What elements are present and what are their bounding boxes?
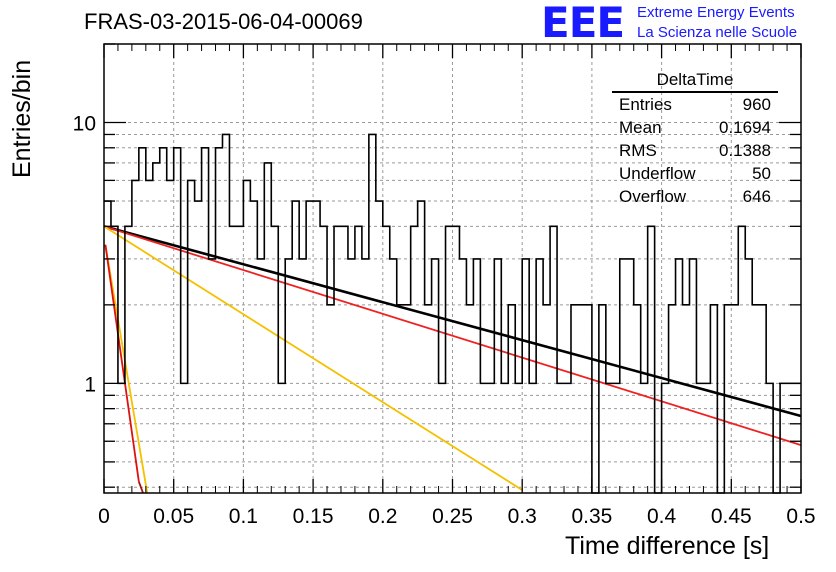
stats-title: DeltaTime [612, 70, 778, 93]
axis-ticks [103, 43, 802, 493]
stats-label: RMS [619, 141, 657, 160]
x-tick-label: 0.3 [508, 505, 537, 528]
x-tick-label: 0.25 [432, 505, 473, 528]
stats-label: Overflow [619, 187, 687, 206]
stats-label: Mean [619, 118, 662, 137]
fit-curve-1 [103, 225, 802, 446]
stats-row-entries: Entries 960 [612, 93, 778, 116]
fit-curves [103, 225, 802, 494]
tick-labels: 0 0.05 0.1 0.15 0.2 0.25 0.3 0.35 0.4 0.45 0.5 1 10 [73, 113, 816, 528]
y-tick-label: 1 [84, 373, 96, 396]
stats-value: 0.1694 [719, 118, 771, 137]
stats-row-overflow: Overflow 646 [612, 185, 778, 208]
stats-value: 646 [742, 187, 771, 206]
stats-value: 0.1388 [719, 141, 771, 160]
stats-label: Entries [619, 95, 672, 114]
stats-value: 50 [752, 164, 771, 183]
stats-label: Underflow [619, 164, 696, 183]
eee-logo: EEE [541, 0, 625, 47]
x-tick-label: 0 [98, 505, 110, 528]
fit-curve-0 [103, 225, 802, 418]
x-tick-label: 0.2 [368, 505, 397, 528]
stats-box: DeltaTime Entries 960 Mean 0.1694 RMS 0.… [612, 70, 778, 208]
fit-curve-4 [104, 244, 140, 482]
y-axis-label: Entries/bin [8, 59, 36, 178]
stats-value: 960 [742, 95, 771, 114]
x-tick-label: 0.4 [647, 505, 677, 528]
logo-line-2: La Scienza nelle Scuole [637, 24, 798, 41]
x-axis-label: Time difference [s] [565, 532, 770, 560]
y-tick-label: 10 [73, 113, 96, 136]
chart-title: FRAS-03-2015-06-04-00069 [84, 9, 363, 34]
stats-row-underflow: Underflow 50 [612, 162, 778, 185]
histogram-outline [104, 133, 801, 494]
x-tick-label: 0.1 [229, 505, 258, 528]
logo-line-1: Extreme Energy Events [637, 4, 795, 21]
stats-row-rms: RMS 0.1388 [612, 139, 778, 162]
x-tick-label: 0.05 [153, 505, 194, 528]
fit-curve-5 [138, 481, 144, 494]
fit-curve-2 [103, 225, 523, 491]
x-tick-label: 0.15 [293, 505, 334, 528]
x-tick-label: 0.35 [571, 505, 612, 528]
fit-curve-3 [104, 244, 149, 494]
x-tick-label: 0.45 [711, 505, 752, 528]
stats-row-mean: Mean 0.1694 [612, 116, 778, 139]
x-tick-label: 0.5 [786, 505, 815, 528]
grid-lines [104, 43, 801, 493]
histogram [104, 133, 801, 494]
